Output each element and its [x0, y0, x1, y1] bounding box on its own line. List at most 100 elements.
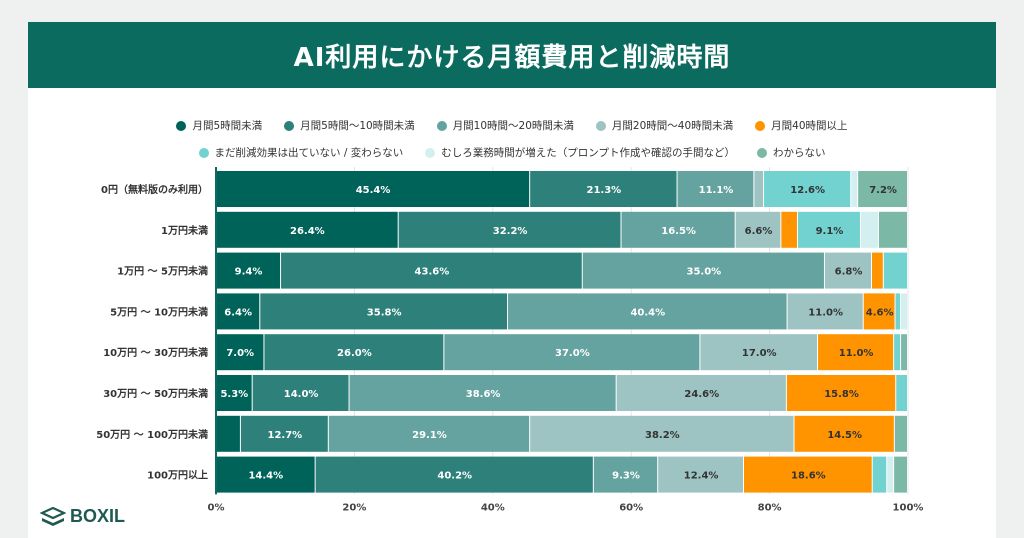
bar-segment — [616, 375, 786, 411]
bar-segment — [216, 252, 281, 289]
bar-segment — [894, 334, 901, 371]
data-label: 38.2% — [645, 430, 680, 441]
category-label: 1万円 ～ 5万円未満 — [117, 265, 208, 278]
bar-segment — [508, 293, 787, 330]
legend-swatch — [595, 120, 606, 131]
data-label: 26.4% — [290, 226, 325, 237]
bar-segment — [349, 375, 616, 411]
bar-segment — [878, 211, 907, 248]
legend-label: 月間40時間以上 — [771, 120, 848, 132]
bar-segment — [887, 456, 894, 493]
bar-segment — [700, 334, 818, 371]
bar-segment — [252, 375, 349, 411]
data-label: 7.0% — [226, 348, 254, 359]
bar-segment — [216, 456, 315, 493]
bar-segment — [530, 171, 677, 207]
category-label: 1万円未満 — [161, 224, 208, 237]
bar-segment — [315, 456, 593, 493]
bar-segment — [787, 293, 863, 330]
bar-segment — [894, 456, 907, 493]
data-label: 16.5% — [661, 226, 696, 237]
bar-segment — [677, 171, 754, 207]
data-label: 9.4% — [235, 267, 263, 278]
data-label: 12.7% — [268, 430, 303, 441]
data-label: 5.3% — [220, 389, 248, 400]
bar-segment — [896, 375, 907, 411]
bar-segment — [216, 334, 264, 371]
bar-segment — [216, 415, 240, 452]
x-tick-label: 20% — [342, 502, 366, 513]
legend-label: 月間5時間未満 — [192, 120, 263, 132]
bar-segment — [240, 415, 328, 452]
bar-segment — [398, 211, 621, 248]
x-tick-label: 80% — [758, 502, 782, 513]
data-label: 38.6% — [466, 389, 501, 400]
data-label: 11.1% — [699, 185, 734, 196]
legend-item: 月間10時間～20時間未満 — [436, 118, 574, 133]
data-label: 18.6% — [791, 471, 826, 482]
data-label: 7.2% — [869, 185, 897, 196]
bar-segment — [860, 211, 878, 248]
data-label: 6.6% — [745, 226, 773, 237]
data-label: 35.8% — [367, 307, 402, 318]
bar-segment — [797, 211, 860, 248]
legend-label: 月間20時間～40時間未満 — [611, 120, 734, 132]
legend-label: まだ削減効果は出ていない / 変わらない — [214, 147, 404, 159]
legend-item: 月間40時間以上 — [755, 118, 848, 133]
logo-text: BOXIL — [70, 506, 126, 526]
logo-icon — [40, 506, 66, 526]
boxil-logo: BOXIL — [40, 506, 125, 527]
data-label: 40.2% — [437, 471, 472, 482]
bar-segment — [328, 415, 530, 452]
bar-segment — [444, 334, 700, 371]
bar-segment — [872, 252, 883, 289]
category-label: 5万円 ～ 10万円未満 — [110, 305, 208, 318]
data-label: 9.3% — [612, 471, 640, 482]
x-tick-label: 100% — [893, 502, 924, 513]
legend-item: まだ削減効果は出ていない / 変わらない — [198, 145, 404, 160]
data-label: 14.4% — [248, 471, 283, 482]
bar-segment — [901, 334, 907, 371]
bar-segment — [851, 171, 858, 207]
legend-swatch — [436, 120, 447, 131]
bar-segment — [530, 415, 794, 452]
bar-segment — [260, 293, 508, 330]
data-label: 35.0% — [687, 267, 722, 278]
data-label: 12.4% — [684, 471, 719, 482]
category-label: 0円（無料版のみ利用） — [101, 183, 208, 196]
legend-swatch — [198, 147, 209, 158]
data-label: 40.4% — [630, 307, 665, 318]
bar-segment — [895, 293, 901, 330]
legend-swatch — [756, 147, 767, 158]
data-label: 11.0% — [808, 307, 843, 318]
data-label: 43.6% — [415, 267, 450, 278]
data-label: 11.0% — [839, 348, 874, 359]
legend-item: 月間5時間～10時間未満 — [284, 118, 415, 133]
category-label: 30万円 ～ 50万円未満 — [103, 387, 208, 400]
category-label: 50万円 ～ 100万円未満 — [96, 428, 208, 441]
x-tick-label: 0% — [208, 502, 225, 513]
category-label: 100万円以上 — [147, 469, 208, 482]
bar-segment — [216, 171, 530, 207]
data-label: 21.3% — [587, 185, 622, 196]
bar-segment — [754, 171, 764, 207]
data-label: 29.1% — [412, 430, 447, 441]
category-label: 10万円 ～ 30万円未満 — [103, 346, 208, 359]
data-label: 4.6% — [866, 307, 894, 318]
data-label: 14.5% — [827, 430, 862, 441]
x-tick-label: 40% — [481, 502, 505, 513]
bar-segment — [764, 171, 851, 207]
legend-swatch — [755, 120, 766, 131]
legend-label: むしろ業務時間が増えた（プロンプト作成や確認の手間など） — [441, 147, 735, 159]
legend-swatch — [284, 120, 295, 131]
bar-segment — [781, 211, 797, 248]
bar-segment — [658, 456, 743, 493]
data-label: 9.1% — [816, 226, 844, 237]
bar-segment — [216, 293, 260, 330]
x-tick-label: 60% — [619, 502, 643, 513]
data-label: 32.2% — [493, 226, 528, 237]
legend-item: むしろ業務時間が増えた（プロンプト作成や確認の手間など） — [425, 145, 735, 160]
bar-segment — [894, 415, 907, 452]
legend-item: 月間20時間～40時間未満 — [595, 118, 734, 133]
bar-segment — [818, 334, 894, 371]
